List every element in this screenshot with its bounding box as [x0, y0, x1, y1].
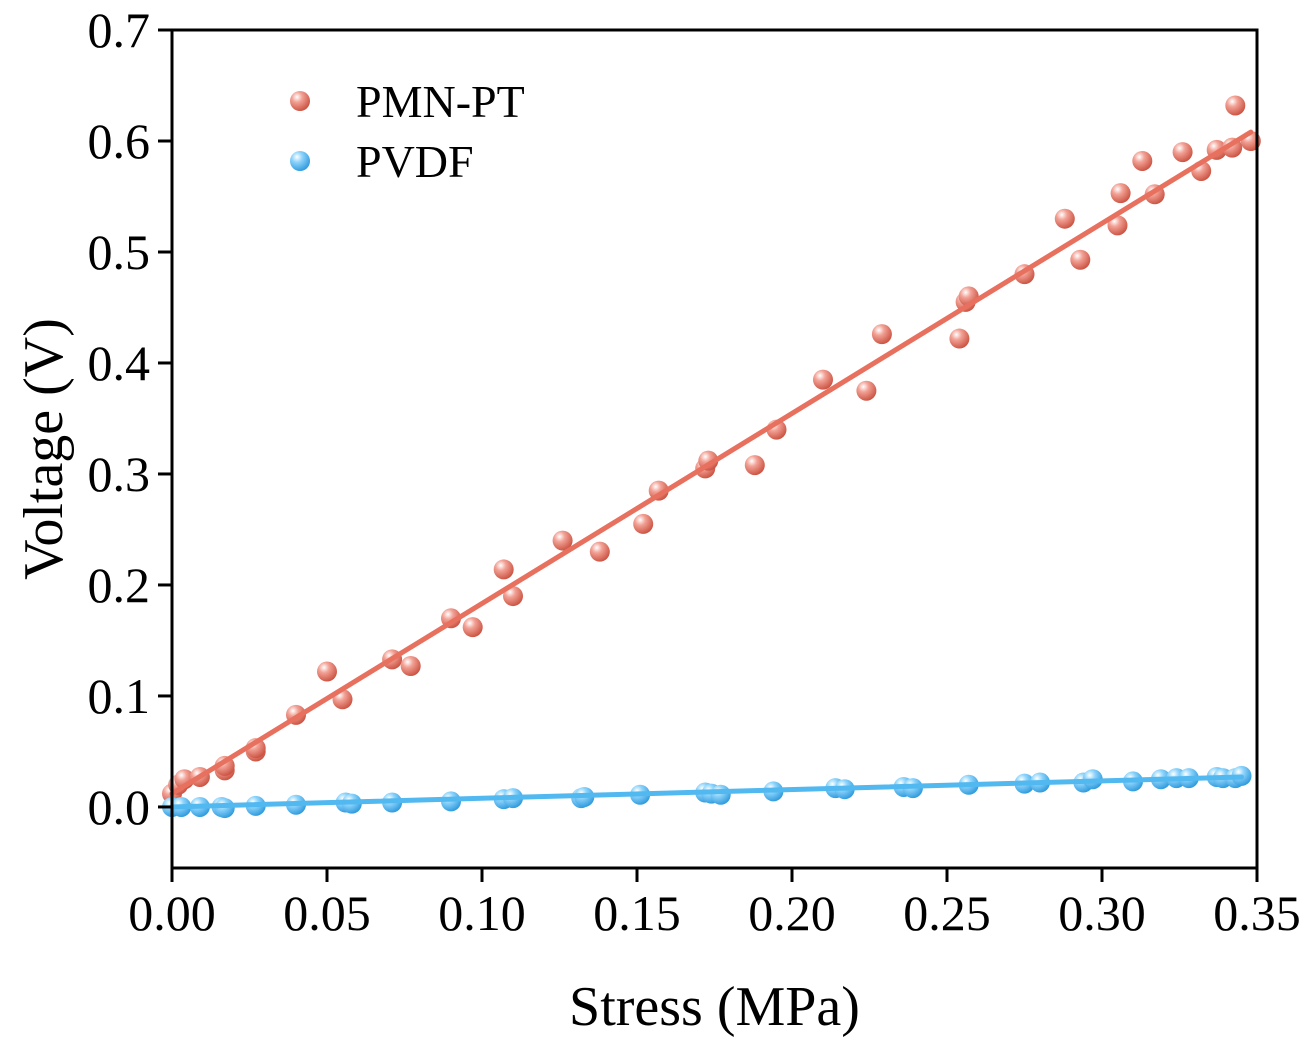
legend-marker-pmn-pt [290, 91, 310, 111]
y-tick-label: 0.7 [88, 2, 151, 58]
x-tick-label: 0.20 [748, 885, 836, 941]
data-point-pmn-pt [552, 530, 573, 551]
y-tick-label: 0.5 [88, 224, 151, 280]
y-axis-title: Voltage (V) [13, 318, 75, 580]
fit-line-pvdf [169, 774, 1244, 810]
data-point-pmn-pt [1132, 150, 1153, 171]
data-point-pmn-pt [462, 617, 483, 638]
x-tick-label: 0.00 [128, 885, 216, 941]
plot-frame [170, 28, 1259, 870]
y-tick-label: 0.0 [88, 779, 151, 835]
data-point-pmn-pt [744, 455, 765, 476]
data-point-pmn-pt [871, 324, 892, 345]
legend-label-pvdf: PVDF [356, 136, 474, 187]
data-point-pmn-pt [1225, 95, 1246, 116]
legend-label-pmn-pt: PMN-PT [356, 76, 525, 127]
data-point-pmn-pt [317, 661, 337, 682]
data-point-pmn-pt [493, 559, 514, 580]
legend: PMN-PT PVDF [290, 76, 525, 187]
x-tick-label: 0.10 [438, 885, 526, 941]
data-point-pmn-pt [813, 369, 833, 390]
data-point-pmn-pt [400, 655, 421, 676]
data-point-pmn-pt [1107, 215, 1128, 236]
data-point-pmn-pt [1070, 249, 1091, 270]
series-layer [162, 95, 1261, 819]
x-tick-label: 0.35 [1213, 885, 1301, 941]
y-tick-label: 0.6 [88, 113, 151, 169]
data-point-pmn-pt [949, 328, 970, 349]
data-point-pmn-pt [1172, 142, 1193, 163]
y-tick-label: 0.4 [88, 335, 151, 391]
x-tick-label: 0.25 [903, 885, 991, 941]
data-point-pvdf [710, 784, 731, 805]
legend-marker-pvdf [290, 151, 310, 171]
ticks-layer: 0.00 0.05 0.10 0.15 0.20 0.25 0.30 0.35 0.0 0.1 0.… [88, 2, 1301, 941]
data-point-pmn-pt [1110, 183, 1131, 204]
x-axis-title: Stress (MPa) [569, 976, 860, 1038]
series-pvdf [162, 765, 1252, 819]
data-point-pmn-pt [633, 513, 654, 534]
y-tick-label: 0.2 [88, 557, 151, 613]
x-tick-label: 0.30 [1058, 885, 1146, 941]
data-point-pmn-pt [856, 380, 877, 401]
x-tick-label: 0.15 [593, 885, 681, 941]
data-point-pmn-pt [589, 541, 610, 562]
data-point-pmn-pt [1054, 208, 1075, 229]
x-tick-label: 0.05 [283, 885, 371, 941]
series-pmn-pt [162, 95, 1261, 804]
y-tick-label: 0.3 [88, 446, 151, 502]
fit-line-pmn-pt [169, 129, 1254, 797]
data-point-pmn-pt [503, 586, 523, 607]
y-tick-label: 0.1 [88, 668, 151, 724]
